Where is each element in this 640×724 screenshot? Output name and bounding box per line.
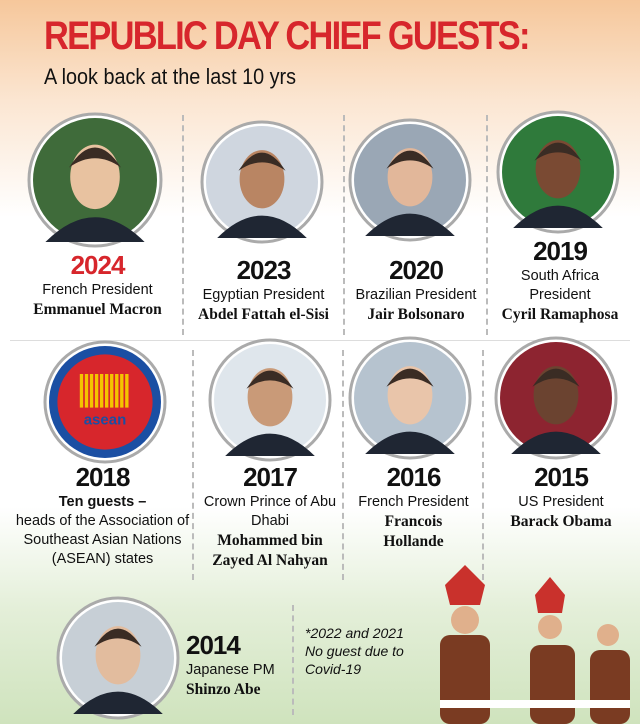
guest-photo [496,110,620,234]
year: 2017 [243,462,298,492]
role-lead: Ten guests – [58,494,147,510]
face [533,366,579,425]
name: Emmanuel Macron [33,301,162,318]
guest-card: 2019 South Africa President Cyril Ramaphos… [490,236,630,325]
shoulders [511,431,601,454]
logo-stalk [125,374,129,408]
name: Mohammed bin Zayed Al Nahyan [212,532,328,569]
role: Egyptian President [202,287,325,303]
face [95,626,141,685]
name: Cyril Ramaphosa [501,306,619,323]
shoulders [217,215,307,238]
guest-photo [200,120,324,244]
title: REPUBLIC DAY CHIEF GUESTS: [44,14,530,58]
year: 2019 [533,236,588,266]
guest-photo [27,112,163,248]
logo-stalk [110,374,114,408]
separator [10,340,630,341]
shoulders [513,205,603,228]
logo-stalk [79,374,84,408]
year: 2018 [75,462,131,492]
name: Barack Obama [510,513,612,530]
separator [342,350,344,580]
guest-photo [348,336,472,460]
logo-stalk [89,374,94,408]
shoulders [73,691,163,714]
role: French President [42,282,153,298]
guest-card: 2015 US President Barack Obama [486,462,636,532]
separator [343,115,345,335]
guest-photo [494,336,618,460]
face [387,366,433,425]
hair [386,368,434,387]
separator [182,115,184,335]
role: Crown Prince of Abu Dhabi [203,494,337,529]
hair [94,628,142,647]
guest-card: 2018 Ten guests – heads of the Association… [10,462,195,569]
face [387,148,433,207]
logo-stalk [94,374,99,408]
year: 2023 [236,255,292,285]
role: Japanese PM [186,662,275,678]
guest-card: 2016 French President Francois Hollande [346,462,481,552]
face [70,144,120,210]
name: Shinzo Abe [186,681,261,698]
name: Abdel Fattah el-Sisi [198,306,329,323]
guest-photo: asean [43,340,167,464]
role: French President [358,494,469,510]
soldiers-illustration [440,565,630,724]
name: Francois Hollande [383,513,444,550]
guest-card: 2020 Brazilian President Jair Bolsonaro [346,255,486,325]
shoulders [365,213,455,236]
guest-photo [208,338,332,462]
name: Jair Bolsonaro [367,306,465,323]
separator [192,350,194,580]
hair [386,150,434,169]
face [535,140,581,199]
guest-photo [348,118,472,242]
guest-card: 2017 Crown Prince of Abu Dhabi Mohammed bi… [200,462,340,571]
shoulders [45,217,145,242]
year: 2015 [534,462,589,492]
face [247,368,293,427]
hair [532,368,580,387]
shoulders [365,431,455,454]
separator [486,115,488,335]
guest-card: 2024 French President Emmanuel Macron [15,250,180,320]
hair [68,147,122,168]
role: US President [518,494,604,510]
shoulders [225,433,315,456]
role: South Africa President [520,268,600,303]
face [239,150,285,209]
hair [534,142,582,161]
role: heads of the Association of Southeast As… [15,513,190,567]
logo-stalk [120,374,124,408]
guest-card: 2014 Japanese PM Shinzo Abe [186,630,296,700]
year: 2020 [389,255,444,285]
separator [482,350,484,580]
guest-card: 2023 Egyptian President Abdel Fattah el-Si… [186,255,341,325]
logo-stalk [115,374,119,408]
subtitle: A look back at the last 10 yrs [44,64,297,89]
logo-stalk [84,374,89,408]
year: 2014 [186,630,241,660]
guest-photo [56,596,180,720]
hair [238,152,286,171]
hair [246,370,294,389]
logo-stalk [105,374,109,408]
year: 2016 [386,462,442,492]
logo-text: asean [84,411,127,428]
logo-stalk [99,374,104,408]
year: 2024 [70,250,126,280]
note: *2022 and 2021 No guest due to Covid-19 [305,625,404,677]
role: Brazilian President [355,287,477,303]
separator [292,605,294,715]
